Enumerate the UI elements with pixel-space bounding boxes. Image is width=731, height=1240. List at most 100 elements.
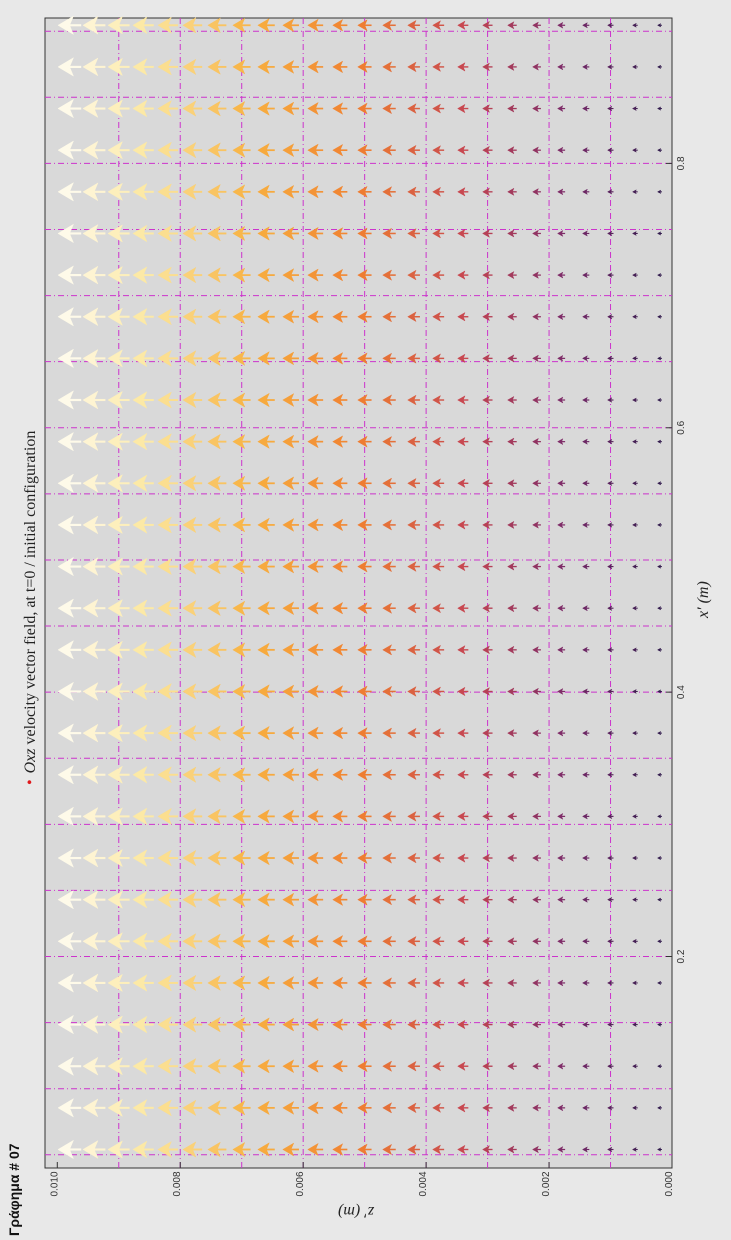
vector-head [232,225,246,242]
velocity-vector [57,390,82,410]
vector-head [157,1099,172,1117]
velocity-vector [282,517,299,532]
velocity-vector [382,477,396,489]
velocity-vector [507,354,517,363]
vector-head [457,686,466,697]
velocity-vector [582,480,590,487]
velocity-vector [307,643,324,657]
velocity-vector [382,602,396,614]
vector-head [357,685,368,698]
velocity-vector [257,975,275,991]
vector-head [257,767,270,783]
vector-head [432,769,442,780]
velocity-vector [157,349,178,367]
velocity-vector [532,854,541,862]
vector-head [631,64,637,70]
velocity-vector [57,473,82,494]
vector-head [557,771,564,779]
vector-head [407,935,417,947]
vector-head [607,22,613,29]
velocity-vector [607,1063,614,1070]
velocity-vector [307,393,324,407]
velocity-vector [332,1143,348,1156]
vector-head [107,807,123,826]
vector-head [557,396,564,404]
velocity-vector [57,1098,82,1118]
y-tick-label: 0.004 [418,1171,429,1196]
vector-head [607,813,613,820]
vector-head [157,1016,172,1034]
vector-head [557,854,564,862]
velocity-vector [432,478,445,489]
vector-head [507,62,515,72]
vector-head [257,1100,270,1116]
velocity-vector [57,1056,82,1077]
velocity-vector [582,22,590,29]
vector-head [607,230,613,237]
vector-head [282,1142,295,1157]
velocity-vector [207,517,227,533]
vector-head [407,352,417,364]
vector-head [132,890,148,909]
vector-head [631,980,637,986]
velocity-vector [257,600,275,616]
velocity-vector [207,808,227,825]
vector-head [407,686,417,697]
vector-head [232,184,246,200]
velocity-vector [232,475,251,491]
velocity-vector [182,225,203,242]
velocity-vector [482,895,493,905]
vector-head [182,266,197,284]
vector-head [307,185,319,199]
vector-head [607,438,613,445]
velocity-vector [532,812,541,821]
vector-head [582,480,588,487]
vector-head [482,978,491,988]
vector-head [157,474,172,492]
velocity-vector [357,935,372,948]
velocity-vector [532,937,541,946]
vector-head [656,730,662,736]
velocity-vector [607,938,614,945]
velocity-vector [532,63,541,71]
velocity-vector [532,21,541,30]
velocity-vector [557,979,566,987]
velocity-vector [557,604,566,612]
vector-head [157,183,172,201]
velocity-vector [607,1104,614,1111]
velocity-vector [607,188,614,195]
velocity-vector [656,772,662,777]
vector-head [282,184,295,199]
vector-head [607,1021,613,1028]
vector-head [407,811,417,822]
velocity-vector [582,854,590,862]
velocity-vector [631,480,638,486]
vector-head [382,977,393,989]
vector-head [382,394,393,406]
vector-head [132,932,148,951]
vector-head [507,437,515,446]
vector-head [132,682,148,701]
vector-head [207,142,221,159]
vector-head [407,228,417,239]
velocity-vector [382,1018,396,1031]
vector-head [557,896,564,904]
velocity-vector [157,1140,178,1159]
velocity-vector [157,599,178,617]
vector-head [607,480,613,487]
vector-head [482,895,491,905]
vector-head [357,893,368,906]
velocity-vector [607,22,614,29]
vector-head [257,1017,270,1032]
vector-head [282,59,295,74]
vector-head [532,312,539,321]
vector-head [656,1105,662,1111]
velocity-vector [182,516,203,534]
vector-head [482,437,491,447]
velocity-vector [207,17,227,34]
velocity-vector [332,1101,348,1115]
vector-head [332,934,344,948]
vector-head [656,189,662,195]
vector-head [482,520,491,530]
velocity-vector [631,1022,638,1028]
